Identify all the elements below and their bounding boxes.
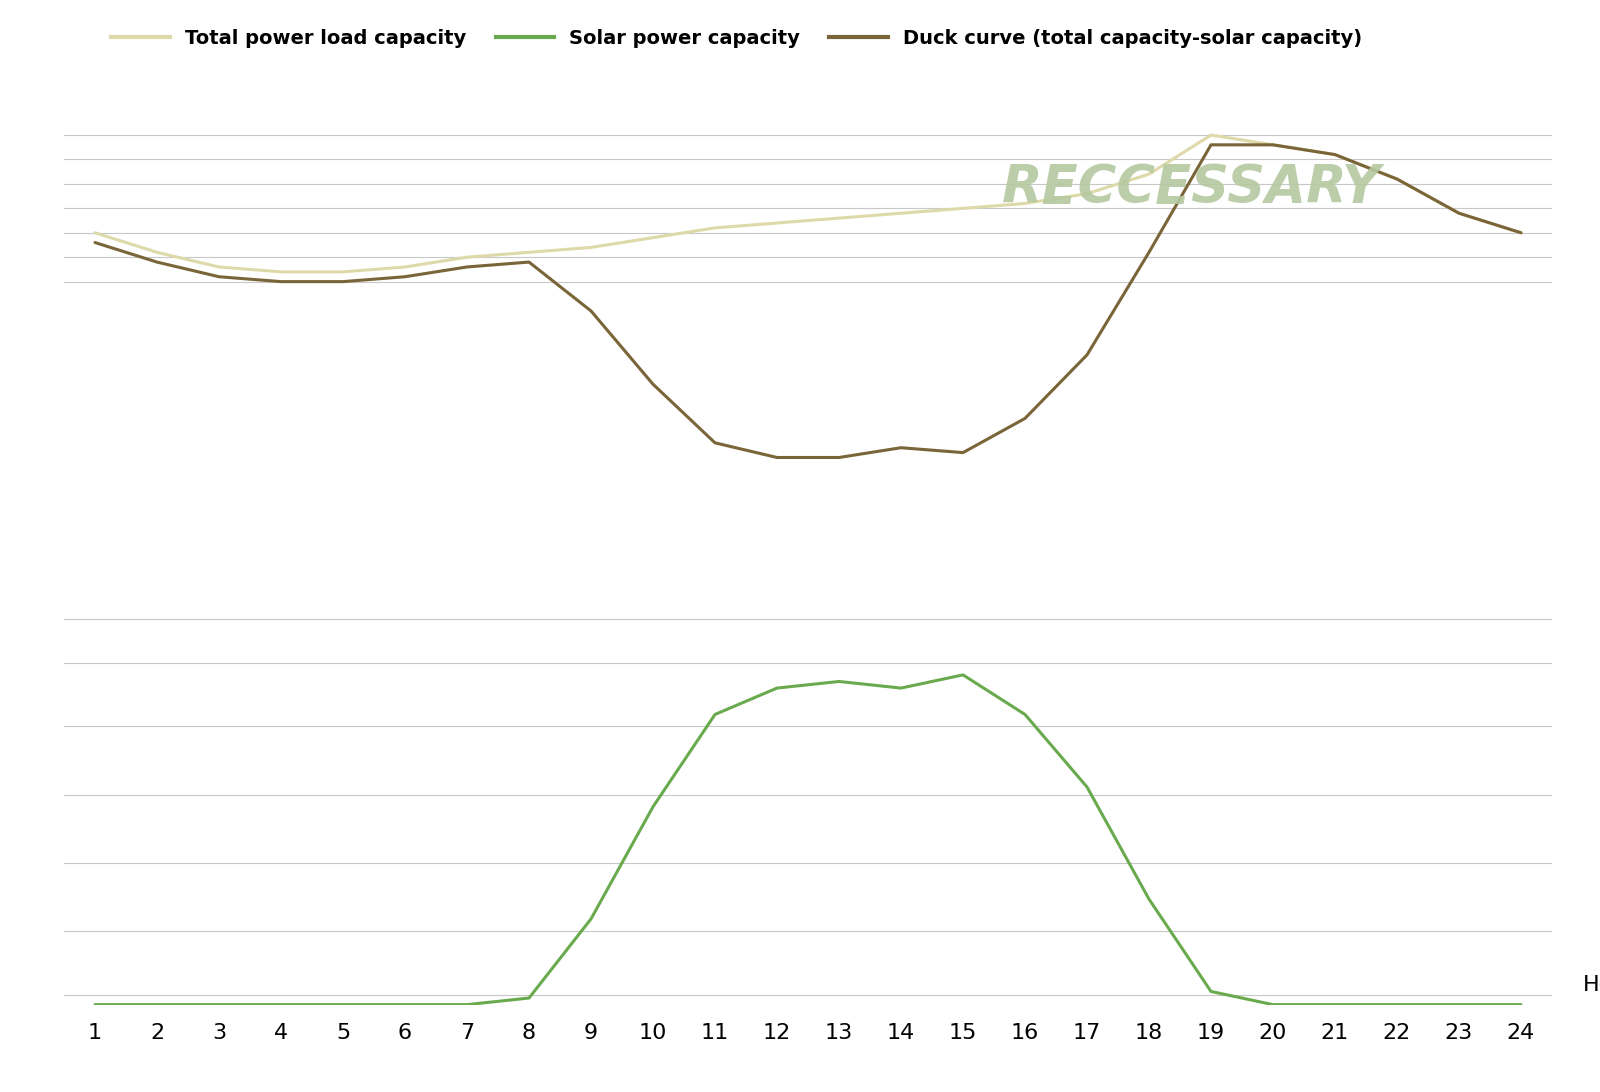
Legend: Total power load capacity, Solar power capacity, Duck curve (total capacity-sola: Total power load capacity, Solar power c… <box>104 21 1370 56</box>
Text: RECCESSARY: RECCESSARY <box>1002 162 1381 214</box>
Text: Hour: Hour <box>1582 975 1600 995</box>
